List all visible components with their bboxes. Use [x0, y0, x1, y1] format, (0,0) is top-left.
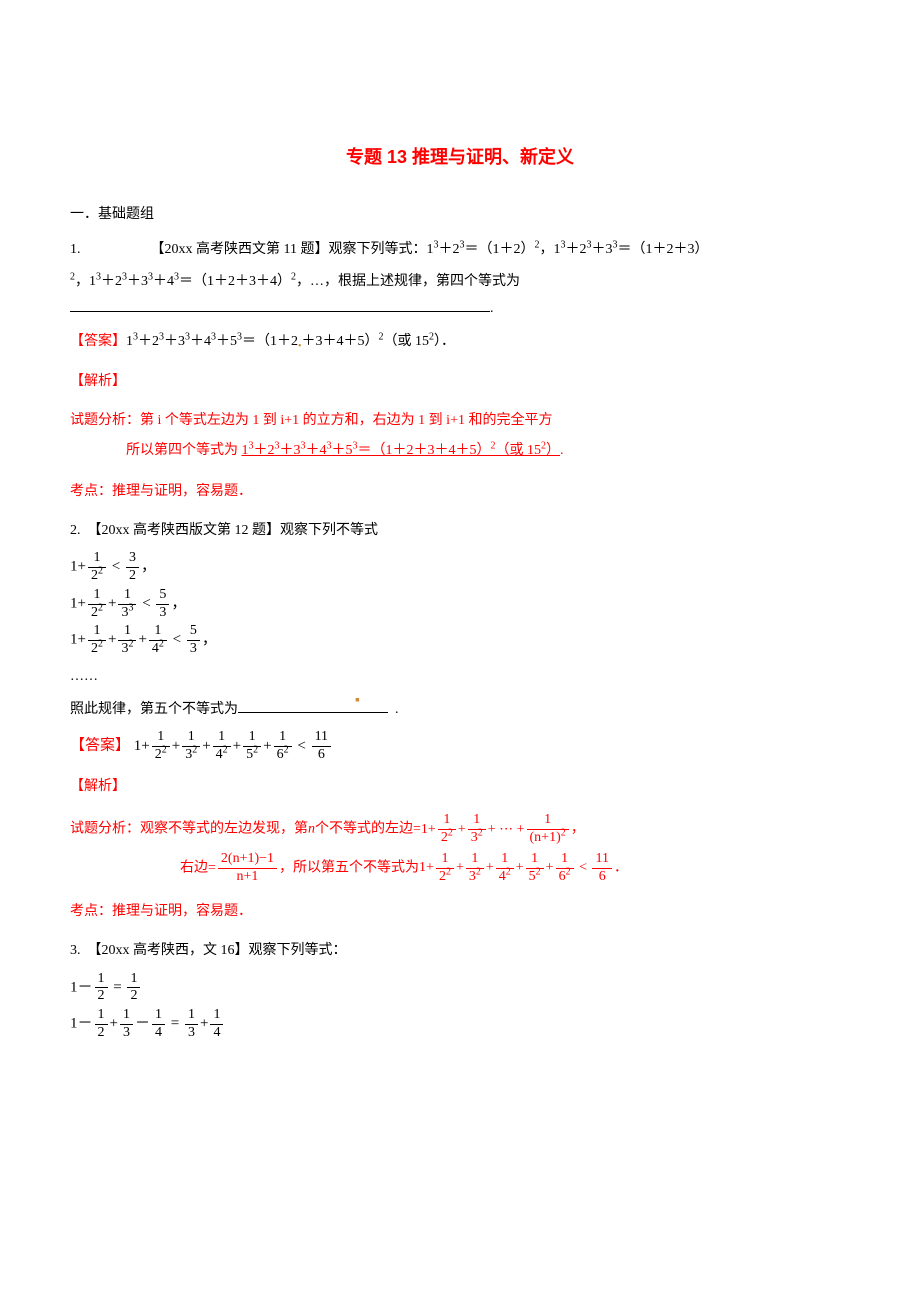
- question-1: 1.【20xx 高考陕西文第 11 题】观察下列等式：13＋23＝（1＋2）2，…: [70, 237, 850, 264]
- page-title: 专题 13 推理与证明、新定义: [70, 140, 850, 174]
- document-page: 专题 13 推理与证明、新定义 一．基础题组 1. 【20xx 高考陕西文第 11…: [0, 0, 920, 1104]
- q2-analysis-label: 【解析】: [70, 774, 126, 801]
- section-heading: 一．基础题组: [70, 202, 850, 229]
- question-2: 2. 【20xx 高考陕西版文第 12 题】观察下列不等式: [70, 518, 850, 545]
- q1-number: 1.: [70, 242, 81, 257]
- q2-rule-line: 照此规律，第五个不等式为▪ .: [70, 697, 850, 724]
- blank-fill-2: ▪: [238, 698, 388, 713]
- q3-number: 3.: [70, 943, 81, 958]
- q1-analysis-line2: 所以第四个等式为 13＋23＋33＋43＋53＝（1＋2＋3＋4＋5）2（或 1…: [126, 438, 850, 465]
- q3-text: 【20xx 高考陕西，文 16】观察下列等式：: [88, 943, 347, 958]
- q1-kaodian: 考点：推理与证明，容易题．: [70, 479, 850, 506]
- q2-inequalities: 1+122 < 32， 1+122+133 < 53， 1+122+132+14…: [70, 550, 850, 658]
- q2-dots: ……: [70, 664, 850, 691]
- q3-eq-2: 1－12+13－14 = 13+14: [70, 1007, 850, 1042]
- q2-number: 2.: [70, 523, 81, 538]
- question-3: 3. 【20xx 高考陕西，文 16】观察下列等式：: [70, 938, 850, 965]
- q1-text-a: 【20xx 高考陕西文第 11 题】观察下列等式：1: [151, 242, 434, 257]
- question-1-line2: 2，13＋23＋33＋43＝（1＋2＋3＋4）2，…，根据上述规律，第四个等式为…: [70, 269, 850, 322]
- q1-analysis-line1: 试题分析：第 i 个等式左边为 1 到 i+1 的立方和，右边为 1 到 i+1…: [70, 408, 850, 435]
- q1-answer: 【答案】13＋23＋33＋43＋53＝（1＋2•＋3＋4＋5）2（或 152）．: [70, 329, 850, 356]
- q2-ineq-3: 1+122+132+142 < 53，: [70, 623, 850, 658]
- q3-equations: 1－12 = 12 1－12+13－14 = 13+14: [70, 971, 850, 1042]
- marker-dot-icon: ▪: [355, 688, 360, 715]
- blank-fill-1: [70, 297, 490, 312]
- q2-analysis-line2: 右边=2(n+1)−1n+1，所以第五个不等式为1+122+132+142+15…: [180, 851, 850, 886]
- q1-analysis-label: 【解析】: [70, 369, 126, 396]
- q2-ineq-1: 1+122 < 32，: [70, 550, 850, 585]
- q2-answer: 【答案】 1+122+132+142+152+162 < 116: [70, 729, 850, 764]
- q3-eq-1: 1－12 = 12: [70, 971, 850, 1006]
- q2-text: 【20xx 高考陕西版文第 12 题】观察下列不等式: [88, 523, 379, 538]
- q2-analysis-line1: 试题分析：观察不等式的左边发现，第n个不等式的左边=1+122+132+ ⋯ +…: [70, 812, 850, 847]
- q2-ineq-2: 1+122+133 < 53，: [70, 587, 850, 622]
- q2-kaodian: 考点：推理与证明，容易题．: [70, 899, 850, 926]
